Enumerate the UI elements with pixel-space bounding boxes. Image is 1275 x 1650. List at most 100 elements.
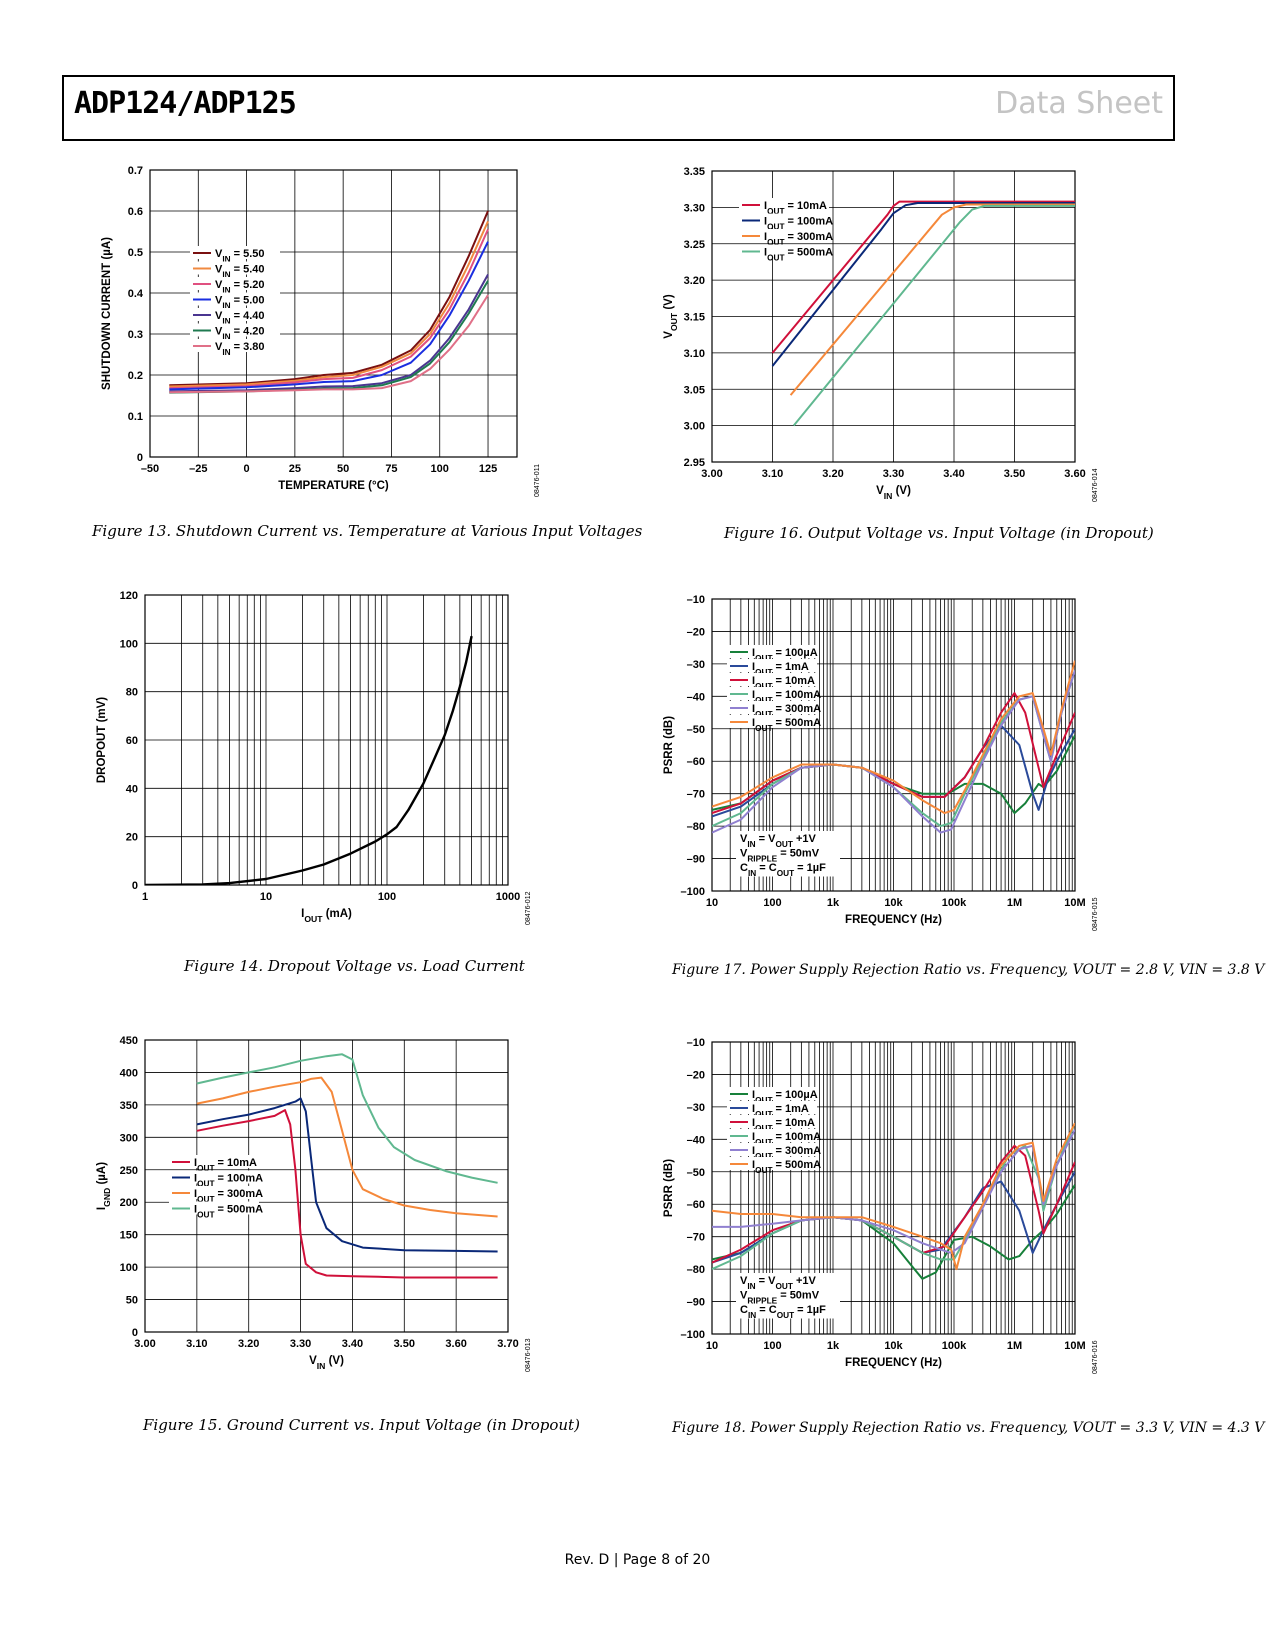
legend-entry: IOUT = 300mA (752, 703, 821, 719)
ytick-label: 3.25 (684, 239, 705, 251)
plot-frame (144, 1039, 509, 1333)
legend-entry: IOUT = 300mA (752, 1145, 821, 1161)
annotation-line: CIN = COUT = 1µF (740, 862, 826, 878)
ytick-label: 450 (120, 1035, 138, 1047)
xtick-label: 10 (706, 1340, 718, 1352)
legend-bg (739, 229, 829, 242)
xtick-label: 100 (763, 1340, 781, 1352)
figure-code: 08476-011 (534, 464, 541, 497)
xtick-label: –50 (141, 463, 159, 475)
legend-entry: VIN = 5.00 (215, 295, 265, 311)
legend-bg (190, 323, 280, 337)
series-line-7 (169, 294, 489, 394)
legend-entry: VIN = 3.80 (215, 341, 265, 357)
xtick-label: 3.40 (943, 468, 964, 480)
legend-entry: IOUT = 10mA (752, 1117, 815, 1133)
ytick-label: –30 (687, 659, 705, 671)
ytick-label: 3.15 (684, 312, 705, 324)
xtick-label: 3.00 (701, 468, 722, 480)
y-axis-label: PSRR (dB) (663, 716, 675, 774)
ytick-label: –70 (687, 789, 705, 801)
legend-entry: VIN = 5.40 (215, 264, 265, 280)
legend-entry: IOUT = 100µA (752, 647, 818, 663)
xtick-label: 75 (385, 463, 397, 475)
ytick-label: 0.7 (128, 165, 143, 177)
x-axis-label: FREQUENCY (Hz) (845, 914, 942, 926)
annotation-line: VRIPPLE = 50mV (740, 848, 820, 864)
ytick-label: 150 (120, 1230, 138, 1242)
ytick-label: –80 (687, 821, 705, 833)
legend-entry: IOUT = 10mA (194, 1157, 257, 1173)
ytick-label: –90 (687, 1297, 705, 1309)
series-line-1 (771, 200, 1075, 354)
x-axis-label: VIN (V) (876, 485, 911, 501)
doc-type: Data Sheet (995, 86, 1163, 121)
figure-code: 08476-015 (1092, 897, 1099, 931)
xtick-label: 3.40 (342, 1338, 363, 1350)
legend-entry: VIN = 4.20 (215, 326, 265, 342)
legend-entry: IOUT = 500mA (752, 1159, 821, 1175)
xtick-label: 3.30 (883, 468, 904, 480)
ytick-label: 0.4 (128, 288, 144, 300)
ytick-label: –20 (687, 1069, 705, 1081)
ytick-label: 3.10 (684, 348, 705, 360)
legend-entry: IOUT = 100µA (752, 1089, 818, 1105)
legend-bg (727, 701, 817, 714)
xtick-label: 3.60 (1064, 468, 1085, 480)
y-axis-label: DROPOUT (mV) (96, 697, 108, 783)
ytick-label: –100 (681, 886, 705, 898)
series-line-2 (196, 1097, 498, 1253)
ytick-label: 350 (120, 1100, 138, 1112)
ytick-label: –50 (687, 1167, 705, 1179)
xtick-label: 1k (827, 897, 840, 909)
xtick-label: 100k (942, 1340, 967, 1352)
x-axis-label: TEMPERATURE (°C) (278, 480, 389, 492)
series-line-2 (771, 202, 1075, 367)
ytick-label: 3.30 (684, 202, 705, 214)
legend-entry: VIN = 5.20 (215, 279, 265, 295)
ytick-label: –20 (687, 626, 705, 638)
series-line-2 (169, 220, 489, 388)
caption-fig18: Figure 18. Power Supply Rejection Ratio … (672, 1420, 1265, 1436)
xtick-label: 100 (431, 463, 449, 475)
legend-bg (190, 277, 280, 290)
legend-entry: IOUT = 500mA (764, 247, 833, 263)
legend-bg (727, 673, 817, 686)
legend-entry: IOUT = 100mA (752, 689, 821, 705)
page-header: ADP124/ADP125 Data Sheet (62, 75, 1175, 141)
ytick-label: –100 (681, 1329, 705, 1341)
ytick-label: 0.2 (128, 370, 143, 382)
legend-entry: IOUT = 10mA (764, 200, 827, 216)
annotation-line: VRIPPLE = 50mV (740, 1290, 820, 1306)
series-line-3 (169, 228, 489, 390)
ytick-label: –50 (687, 724, 705, 736)
xtick-label: 10M (1064, 897, 1085, 909)
ytick-label: 100 (120, 1262, 138, 1274)
series-line-3 (789, 203, 1075, 396)
xtick-label: 10 (706, 897, 718, 909)
chart-fig18: 10 100 1k 10k 100k 1M 10M –100 –90 –80 –70 –60 –50 –4… (663, 1037, 1099, 1374)
xtick-label: 3.20 (238, 1338, 259, 1350)
chart-fig16: 3.00 3.10 3.20 3.30 3.40 3.50 3.602.953.003.05… (663, 166, 1099, 502)
ytick-label: –40 (687, 1134, 705, 1146)
chart-fig15: 3.00 3.10 3.20 3.30 3.40 3.50 3.60 3.70 0 50 100 15… (96, 1035, 532, 1372)
ytick-label: –40 (687, 691, 705, 703)
xtick-label: 1 (142, 891, 148, 903)
xtick-label: 3.50 (1004, 468, 1025, 480)
caption-fig13: Figure 13. Shutdown Current vs. Temperat… (92, 522, 643, 540)
series-line-3 (196, 1076, 498, 1218)
legend-bg (727, 1143, 817, 1156)
ytick-label: –80 (687, 1264, 705, 1276)
series-line-4 (169, 241, 489, 391)
xtick-label: 100k (942, 897, 967, 909)
ytick-label: 0.5 (128, 247, 143, 259)
legend-bg (727, 645, 817, 658)
x-axis-label: FREQUENCY (Hz) (845, 1357, 942, 1369)
xtick-label: 1000 (496, 891, 520, 903)
figure-code: 08476-014 (1092, 468, 1099, 502)
xtick-label: 3.10 (186, 1338, 207, 1350)
legend-bg (727, 1101, 817, 1114)
ytick-label: 400 (120, 1067, 138, 1079)
